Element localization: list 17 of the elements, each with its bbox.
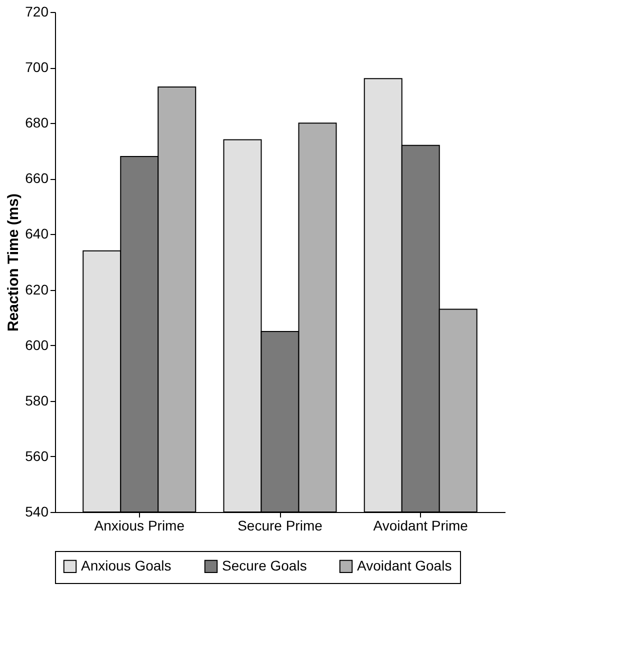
y-tick-label: 600 bbox=[25, 336, 49, 353]
x-tick-label: Anxious Prime bbox=[94, 518, 185, 534]
y-tick-label: 620 bbox=[25, 281, 49, 298]
y-tick-label: 540 bbox=[25, 504, 49, 520]
y-tick-label: 580 bbox=[25, 392, 49, 408]
x-tick-label: Secure Prime bbox=[238, 518, 323, 534]
y-tick-label: 720 bbox=[25, 4, 49, 20]
x-tick-label: Avoidant Prime bbox=[373, 518, 468, 534]
y-tick-label: 660 bbox=[25, 170, 49, 186]
y-tick-label: 560 bbox=[25, 448, 49, 464]
y-tick-label: 680 bbox=[25, 114, 49, 131]
legend-label: Secure Goals bbox=[222, 557, 307, 574]
y-axis-title: Reaction Time (ms) bbox=[5, 193, 22, 332]
y-tick-label: 700 bbox=[25, 59, 49, 76]
legend-label: Avoidant Goals bbox=[357, 557, 452, 574]
legend-label: Anxious Goals bbox=[81, 557, 172, 574]
y-tick-label: 640 bbox=[25, 226, 49, 242]
